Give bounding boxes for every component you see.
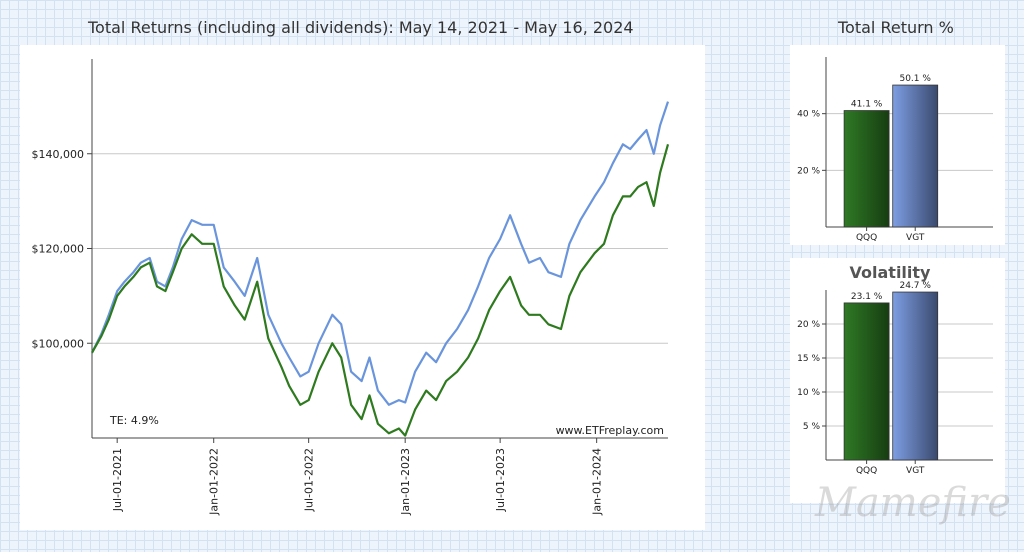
volatility-bar-chart: Volatility 5 % 10 % 15 % 20 % 23.1 % QQQ 24.7 %… [797,263,993,476]
x-tick-label: Jan-01-2022 [208,448,221,516]
y-tick-label: $100,000 [32,337,85,350]
y-tick-label: $120,000 [32,243,85,256]
series-line-0 [91,101,670,406]
bar-value-label: 23.1 % [851,292,883,302]
total-returns-line-chart: $100,000 $120,000 $140,000 Jul-01-2021 Jan-0… [32,59,670,516]
x-tick-label: Jul-01-2022 [303,448,316,512]
watermark-signature: Mamefire [815,480,1011,526]
x-category-label: QQQ [856,466,877,476]
y-tick-label: $140,000 [32,148,85,161]
y-tick-label: 5 % [803,422,821,432]
bar-qqq [843,302,890,461]
x-category-label: VGT [906,466,925,476]
main-chart-title: Total Returns (including all dividends):… [88,18,634,37]
x-category-label: VGT [906,233,925,243]
y-tick-label: 15 % [797,354,820,364]
x-category-label: QQQ [856,233,877,243]
series-line-1 [91,144,670,437]
x-tick-label: Jul-01-2023 [494,448,507,512]
bar-vgt [892,291,939,461]
y-tick-label: 20 % [797,166,820,176]
total-return-bar-chart: 20 % 40 % 41.1 % QQQ 50.1 % VGT [797,57,993,243]
y-tick-label: 40 % [797,110,820,120]
bar-value-label: 24.7 % [899,281,931,291]
bar-value-label: 41.1 % [851,100,883,110]
x-tick-label: Jul-01-2021 [111,448,124,512]
total-return-bar-panel: 20 % 40 % 41.1 % QQQ 50.1 % VGT [790,45,1005,245]
y-tick-label: 10 % [797,388,820,398]
bar-value-label: 50.1 % [899,74,931,84]
volatility-title: Volatility [850,263,932,282]
source-credit: www.ETFreplay.com [556,424,664,437]
tracking-error-label: TE: 4.9% [109,414,159,427]
volatility-bar-panel: Volatility 5 % 10 % 15 % 20 % 23.1 % QQQ 24.7 %… [790,258,1005,503]
bar-vgt [892,84,939,228]
total-returns-chart-panel: $100,000 $120,000 $140,000 Jul-01-2021 Jan-0… [20,45,705,530]
y-tick-label: 20 % [797,320,820,330]
x-tick-label: Jan-01-2023 [399,448,412,516]
x-tick-label: Jan-01-2024 [591,448,604,516]
bar-qqq [843,110,890,228]
return-chart-title: Total Return % [838,18,954,37]
